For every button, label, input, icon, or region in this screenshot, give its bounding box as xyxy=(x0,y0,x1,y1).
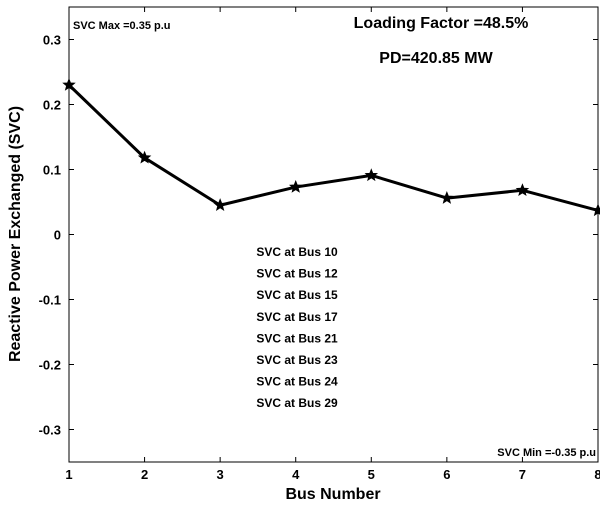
x-tick-label: 5 xyxy=(368,467,375,482)
plot-area xyxy=(68,6,599,463)
x-axis-label: Bus Number xyxy=(285,486,380,503)
y-tick-label: -0.2 xyxy=(39,358,61,373)
x-tick-label: 7 xyxy=(519,467,526,482)
y-tick-label: -0.3 xyxy=(39,423,61,438)
y-tick-label: 0.1 xyxy=(43,163,61,178)
loading-factor-annotation: Loading Factor =48.5% xyxy=(354,15,529,32)
data-point xyxy=(62,77,76,91)
y-tick-label: 0.3 xyxy=(43,33,61,48)
x-tick-label: 8 xyxy=(594,467,600,482)
y-axis-label: Reactive Power Exchanged (SVC) xyxy=(7,106,24,362)
data-point xyxy=(364,168,379,182)
y-tick-label: -0.1 xyxy=(39,293,61,308)
svc-max-annotation: SVC Max =0.35 p.u xyxy=(73,20,171,32)
bus-list-item: SVC at Bus 10 xyxy=(256,245,338,259)
data-point xyxy=(515,183,530,197)
series-layer xyxy=(62,77,600,217)
data-point xyxy=(288,179,303,193)
svc-min-annotation: SVC Min =-0.35 p.u xyxy=(497,447,596,459)
x-tick-label: 3 xyxy=(217,467,224,482)
bus-list-item: SVC at Bus 23 xyxy=(256,353,338,367)
bus-list-item: SVC at Bus 21 xyxy=(256,331,338,345)
axis-ticks: 1 2 3 4 5 6 7 8 -0.3 -0.2 -0.1 0 0.1 0.2 0.3 xyxy=(39,7,600,482)
x-tick-label: 2 xyxy=(141,467,148,482)
bus-list: SVC at Bus 10 SVC at Bus 12 SVC at Bus 15 S… xyxy=(256,245,338,410)
bus-list-item: SVC at Bus 15 xyxy=(256,288,338,302)
bus-list-item: SVC at Bus 17 xyxy=(256,310,338,324)
series-line xyxy=(67,83,599,212)
pd-annotation: PD=420.85 MW xyxy=(379,50,493,67)
y-tick-label: 0.2 xyxy=(43,98,61,113)
x-tick-label: 1 xyxy=(65,467,72,482)
x-tick-label: 6 xyxy=(443,467,450,482)
bus-list-item: SVC at Bus 24 xyxy=(256,375,338,389)
bus-list-item: SVC at Bus 12 xyxy=(256,267,338,281)
y-tick-label: 0 xyxy=(54,228,61,243)
x-tick-label: 4 xyxy=(292,467,300,482)
data-point xyxy=(591,203,600,217)
data-point xyxy=(213,198,227,211)
data-point xyxy=(440,191,454,204)
bus-list-item: SVC at Bus 29 xyxy=(256,396,338,410)
data-point xyxy=(137,150,152,164)
